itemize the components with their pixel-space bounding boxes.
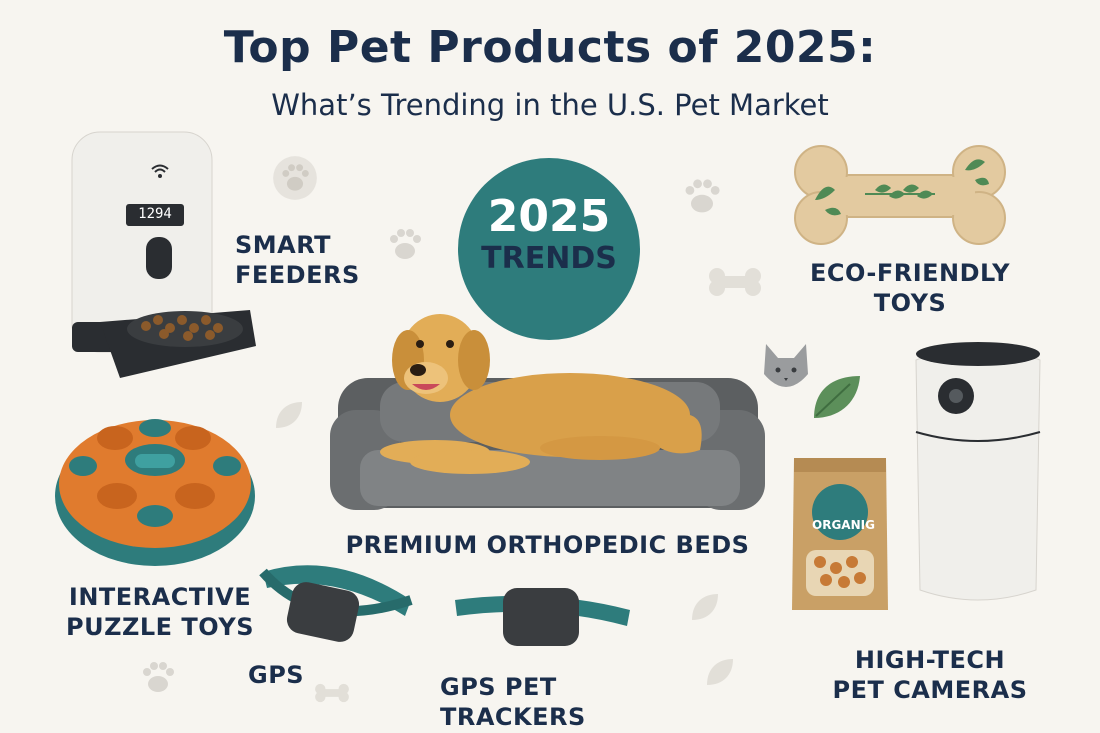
gps-tracker-illustration (455, 588, 630, 646)
bone-icon (709, 268, 761, 296)
label-premium-orthopedic-beds: PREMIUM ORTHOPEDIC BEDS (345, 531, 750, 559)
leaf-icon (276, 402, 302, 428)
smart-feeder-illustration (71, 131, 256, 378)
leaf-icon (707, 659, 733, 685)
feeder-display: 1294 (138, 206, 172, 222)
page-subtitle: What’s Trending in the U.S. Pet Market (271, 88, 829, 122)
trends-badge: 2025 TRENDS (458, 158, 640, 340)
pet-camera-illustration (915, 342, 1041, 601)
leaf-icon (692, 594, 718, 620)
paw-print-icon (273, 156, 317, 200)
label-gps-pet-trackers: GPS PET TRACKERS (440, 673, 586, 731)
page-title: Top Pet Products of 2025: (223, 22, 877, 73)
eco-bone-toy-illustration (794, 145, 1006, 245)
gps-collar-illustration (259, 565, 413, 642)
leaf-icon (814, 376, 860, 418)
label-eco-friendly-toys: ECO-FRIENDLY TOYS (810, 259, 1010, 317)
paw-print-icon (685, 179, 720, 213)
organic-treat-bag-illustration (792, 458, 888, 610)
cat-head-icon (764, 344, 808, 387)
orthopedic-bed-illustration (330, 314, 765, 510)
label-smart-feeders: SMART FEEDERS (235, 231, 360, 289)
paw-print-icon (390, 229, 421, 259)
label-high-tech-pet-cameras: HIGH-TECH PET CAMERAS (832, 646, 1028, 704)
label-interactive-puzzle-toys: INTERACTIVE PUZZLE TOYS (65, 583, 254, 641)
label-gps: GPS (248, 661, 305, 689)
puzzle-toy-illustration (55, 419, 255, 566)
paw-print-icon (143, 662, 174, 692)
badge-text: TRENDS (481, 241, 617, 276)
badge-year: 2025 (487, 191, 611, 242)
bone-icon (315, 683, 349, 703)
wifi-icon (151, 164, 169, 178)
treat-bag-label: ORGANIG (812, 518, 875, 532)
